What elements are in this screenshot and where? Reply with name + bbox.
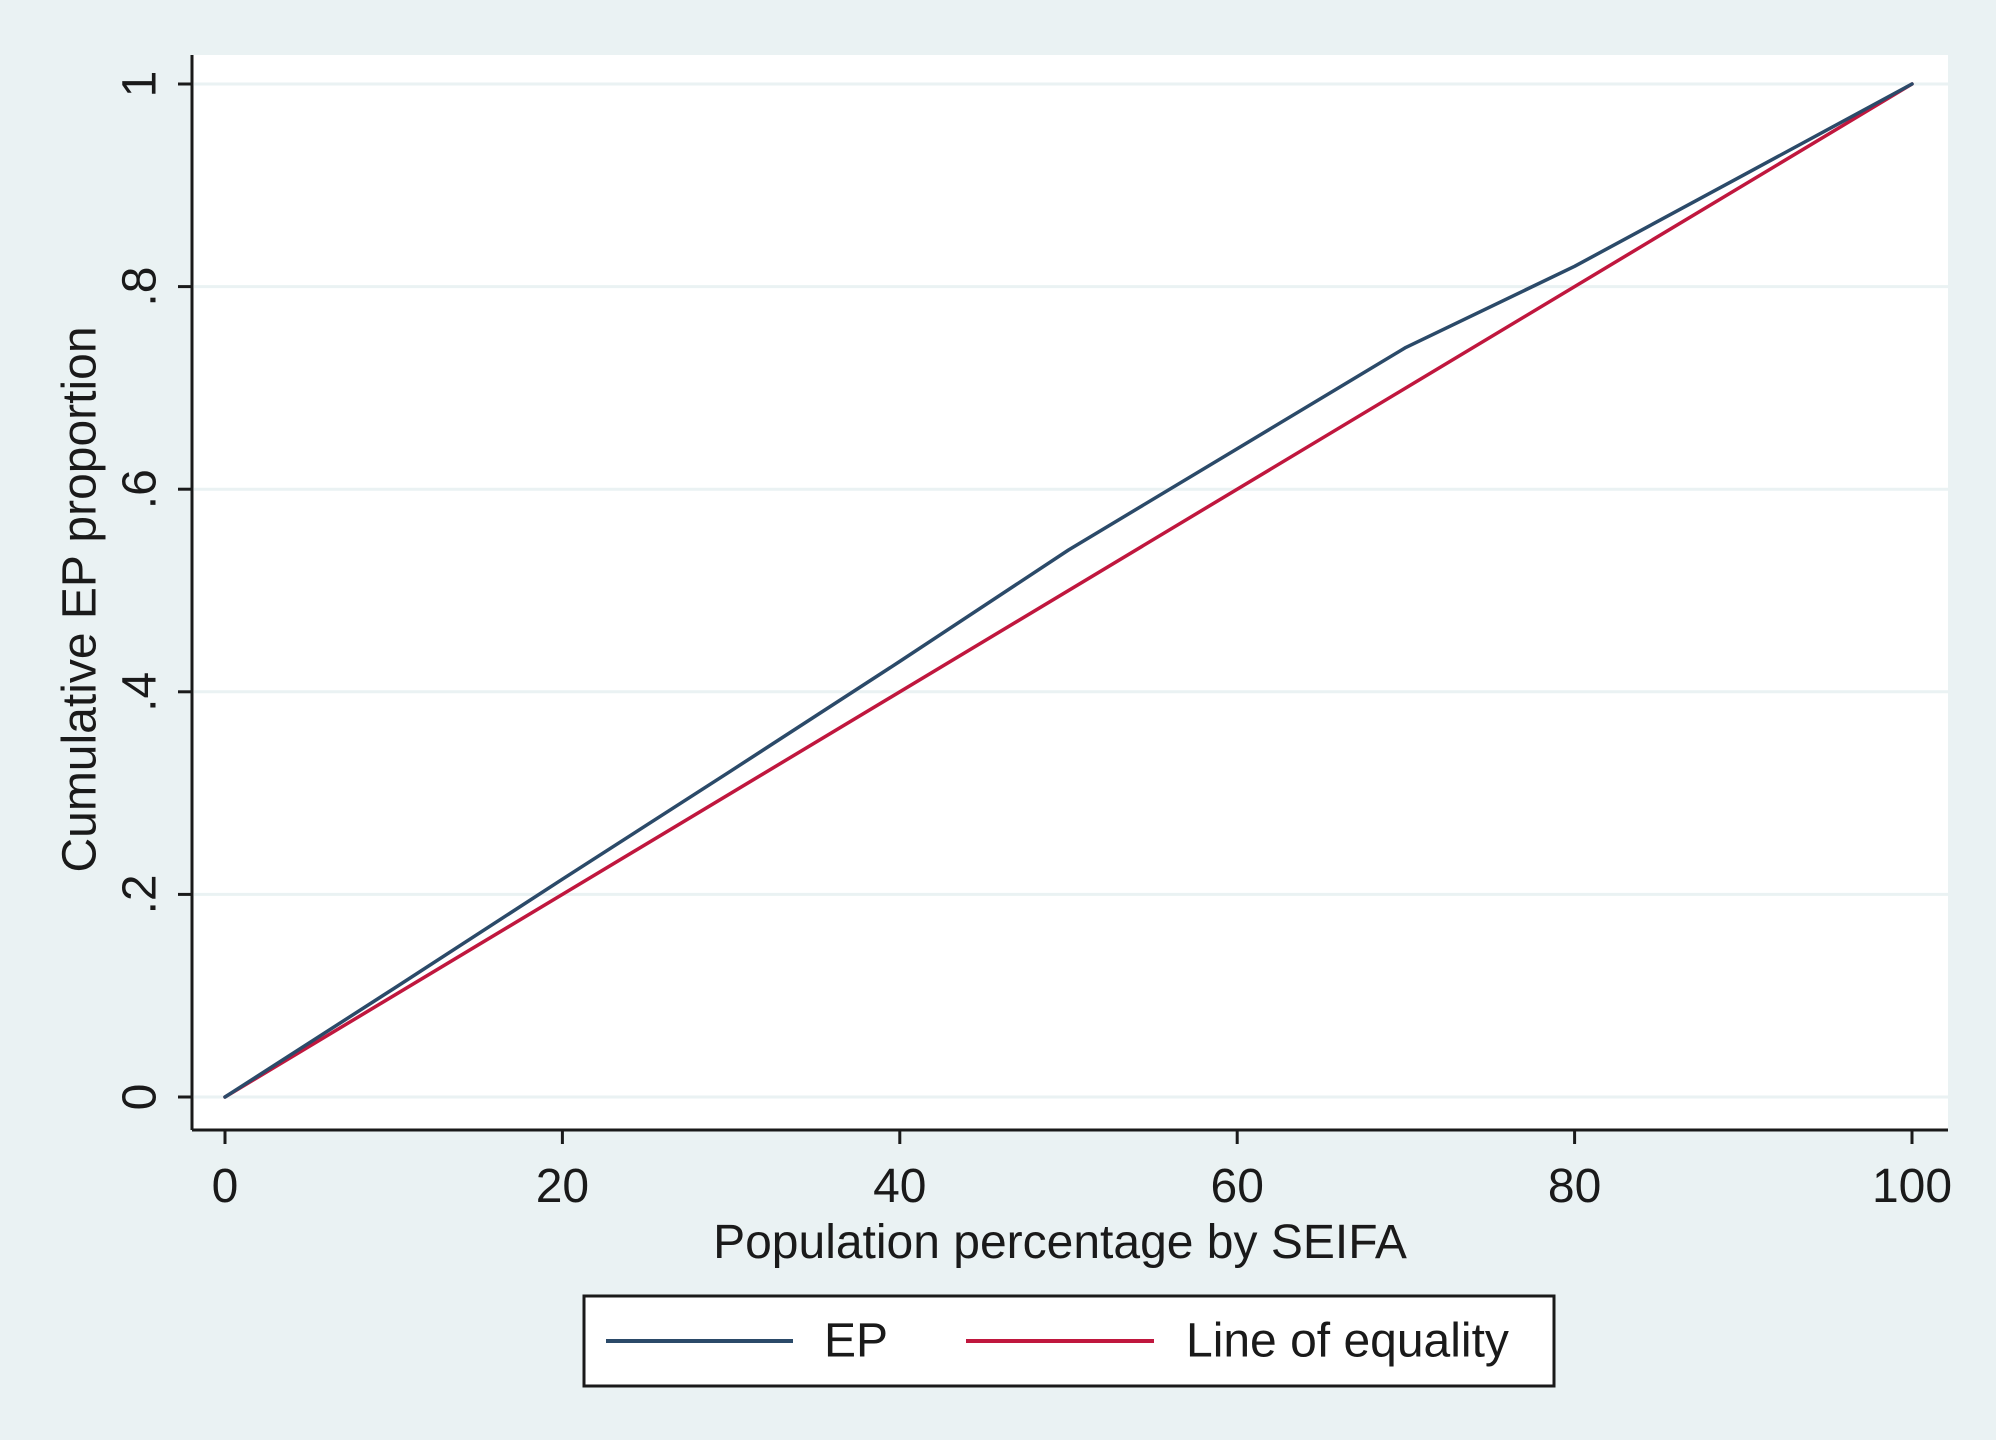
y-tick-label-4: .8 bbox=[114, 267, 167, 307]
axes bbox=[190, 55, 1948, 1132]
series-lines bbox=[223, 82, 1914, 1099]
y-tick-label-1: .2 bbox=[114, 874, 167, 914]
y-tick-label-5: 1 bbox=[114, 71, 167, 98]
x-tick-label-4: 80 bbox=[1548, 1160, 1601, 1213]
x-tick-label-3: 60 bbox=[1211, 1160, 1264, 1213]
y-tick-label-0: 0 bbox=[114, 1084, 167, 1111]
y-tick-label-3: .6 bbox=[114, 469, 167, 509]
y-tick-label-2: .4 bbox=[114, 672, 167, 712]
legend-label-ep: EP bbox=[824, 1315, 888, 1368]
plot-area bbox=[192, 55, 1948, 1130]
legend-label-line-of-equality: Line of equality bbox=[1186, 1315, 1509, 1368]
grid-lines bbox=[194, 82, 1948, 1099]
y-axis-title: Cumulative EP proportion bbox=[54, 326, 107, 872]
series-line-1 bbox=[223, 82, 1914, 1099]
x-tick-label-0: 0 bbox=[212, 1160, 239, 1213]
ticks: 0 20 40 60 80 100 0 .2 .4 .6 .8 1 bbox=[114, 71, 1953, 1213]
x-tick-label-5: 100 bbox=[1872, 1160, 1952, 1213]
legend: EP Line of equality bbox=[582, 1294, 1556, 1388]
x-tick-label-1: 20 bbox=[536, 1160, 589, 1213]
x-tick-label-2: 40 bbox=[873, 1160, 926, 1213]
x-axis-title: Population percentage by SEIFA bbox=[713, 1216, 1407, 1269]
series-line-0 bbox=[223, 82, 1914, 1099]
